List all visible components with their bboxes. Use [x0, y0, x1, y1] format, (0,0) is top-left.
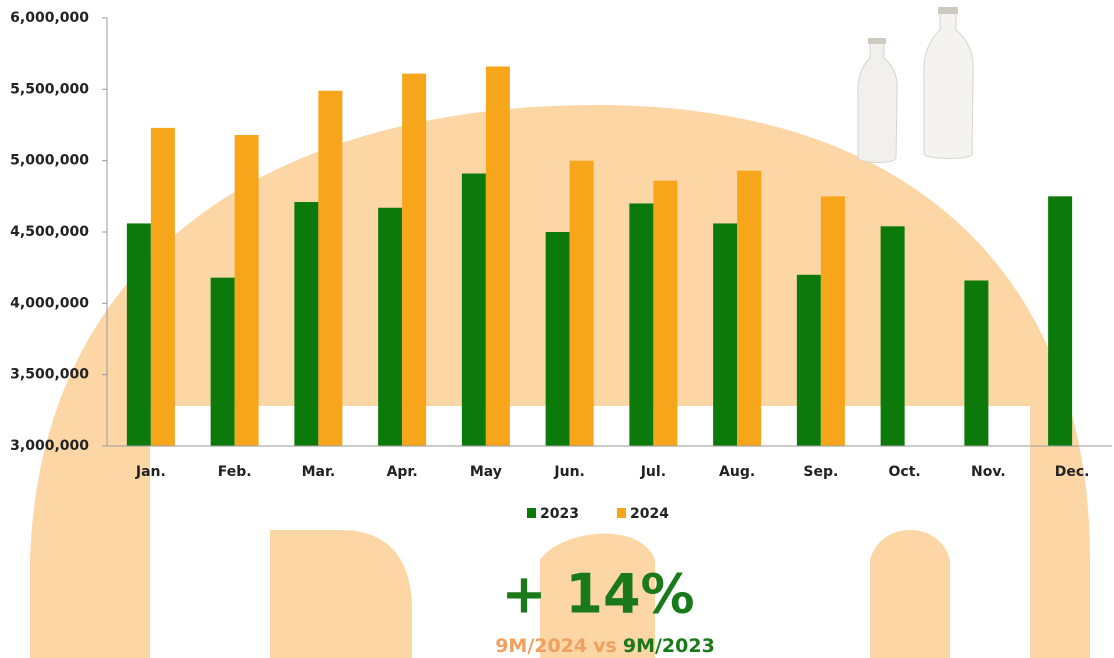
bar [570, 161, 594, 446]
x-tick-label: Dec. [1055, 464, 1090, 480]
legend-label: 2023 [540, 506, 579, 522]
headline: + 14% [501, 563, 694, 626]
bar [402, 74, 426, 446]
bar [797, 275, 821, 446]
bar [127, 223, 151, 446]
comparison-part: vs [593, 635, 617, 657]
y-tick-label: 3,500,000 [10, 367, 89, 383]
bar [462, 174, 486, 446]
x-tick-label: Jul. [640, 464, 666, 480]
bar [653, 181, 677, 446]
bar [486, 67, 510, 446]
y-tick-label: 3,000,000 [10, 438, 89, 454]
comparison-part: 9M/2024 [495, 635, 587, 657]
bar [151, 128, 175, 446]
chart: + 14% 9M/2024 vs 9M/2023 3,000,000 3,500,00… [0, 0, 1114, 658]
bar [546, 232, 570, 446]
x-tick-label: Sep. [803, 464, 838, 480]
x-tick-label: Aug. [719, 464, 755, 480]
bar [378, 208, 402, 446]
bar [737, 171, 761, 446]
x-tick-label: Jun. [553, 464, 584, 480]
comparison: 9M/2024 vs 9M/2023 [495, 635, 715, 657]
y-tick-label: 5,000,000 [10, 153, 89, 169]
x-tick-label: May [470, 464, 502, 480]
bar [318, 91, 342, 446]
milk-bottles [858, 7, 973, 163]
x-tick-label: Oct. [889, 464, 921, 480]
y-tick-label: 4,000,000 [10, 295, 89, 311]
y-tick-label: 6,000,000 [10, 10, 89, 26]
x-tick-label: Feb. [218, 464, 252, 480]
legend-label: 2024 [630, 506, 669, 522]
bar [964, 281, 988, 446]
x-tick-label: Nov. [971, 464, 1006, 480]
bar [211, 278, 235, 446]
y-tick-label: 4,500,000 [10, 224, 89, 240]
x-tick-label: Mar. [302, 464, 336, 480]
y-tick-label: 5,500,000 [10, 81, 89, 97]
legend-swatch [617, 508, 626, 518]
bar [1048, 196, 1072, 446]
bar [821, 196, 845, 446]
comparison-part: 9M/2023 [623, 635, 715, 657]
bar [235, 135, 259, 446]
legend-swatch [527, 508, 536, 518]
bar [629, 203, 653, 446]
bar [294, 202, 318, 446]
bar [713, 223, 737, 446]
x-tick-label: Apr. [387, 464, 418, 480]
bar [881, 226, 905, 446]
x-tick-label: Jan. [135, 464, 166, 480]
